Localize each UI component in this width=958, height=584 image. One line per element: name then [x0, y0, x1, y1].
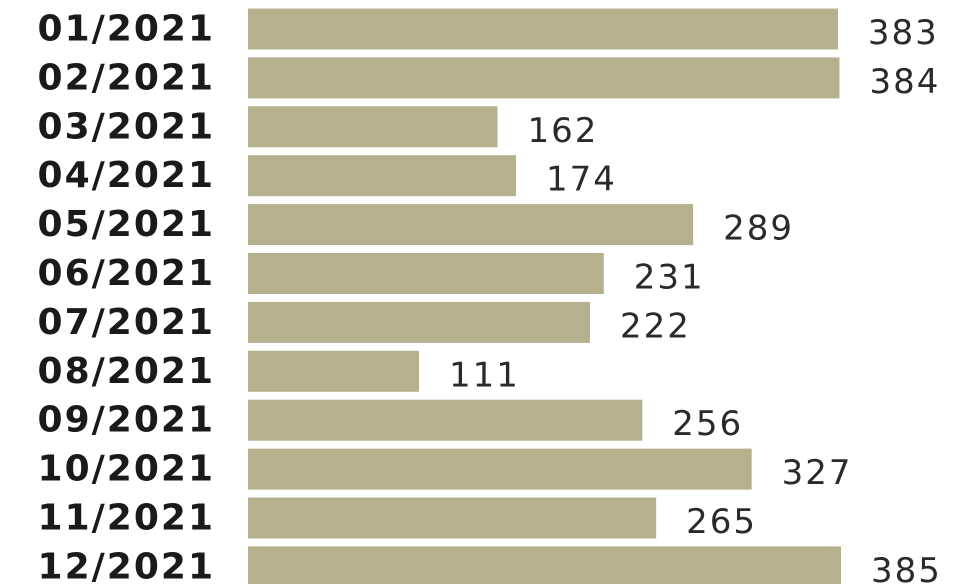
category-label: 08/2021: [38, 351, 215, 392]
bar: [248, 546, 841, 584]
category-label: 03/2021: [38, 106, 215, 147]
bar: [248, 350, 419, 392]
category-label: 07/2021: [38, 302, 215, 343]
value-label: 289: [723, 209, 794, 249]
bar: [248, 301, 590, 343]
bar: [248, 253, 604, 294]
value-label: 385: [871, 551, 942, 584]
value-label: 265: [686, 502, 757, 542]
bar: [248, 448, 752, 490]
category-label: 01/2021: [38, 9, 215, 50]
value-label: 222: [620, 306, 691, 346]
category-label: 04/2021: [38, 155, 215, 196]
category-label: 06/2021: [38, 253, 215, 294]
bar: [248, 497, 657, 539]
category-label: 05/2021: [38, 204, 215, 245]
value-label: 256: [672, 404, 743, 444]
bar: [248, 106, 498, 148]
value-label: 111: [449, 355, 520, 395]
category-label: 12/2021: [38, 546, 215, 584]
bar: [248, 8, 838, 50]
value-label: 231: [634, 258, 705, 298]
bar: [248, 57, 840, 99]
category-label: 11/2021: [38, 498, 215, 539]
category-label: 10/2021: [38, 449, 215, 490]
value-label: 174: [546, 160, 617, 200]
bar: [248, 155, 517, 197]
bar: [248, 399, 643, 441]
value-label: 327: [782, 453, 853, 493]
bar: [248, 204, 694, 246]
value-label: 384: [869, 62, 940, 102]
value-label: 162: [528, 111, 599, 151]
category-label: 02/2021: [38, 57, 215, 98]
value-label: 383: [868, 13, 939, 53]
category-label: 09/2021: [38, 400, 215, 441]
